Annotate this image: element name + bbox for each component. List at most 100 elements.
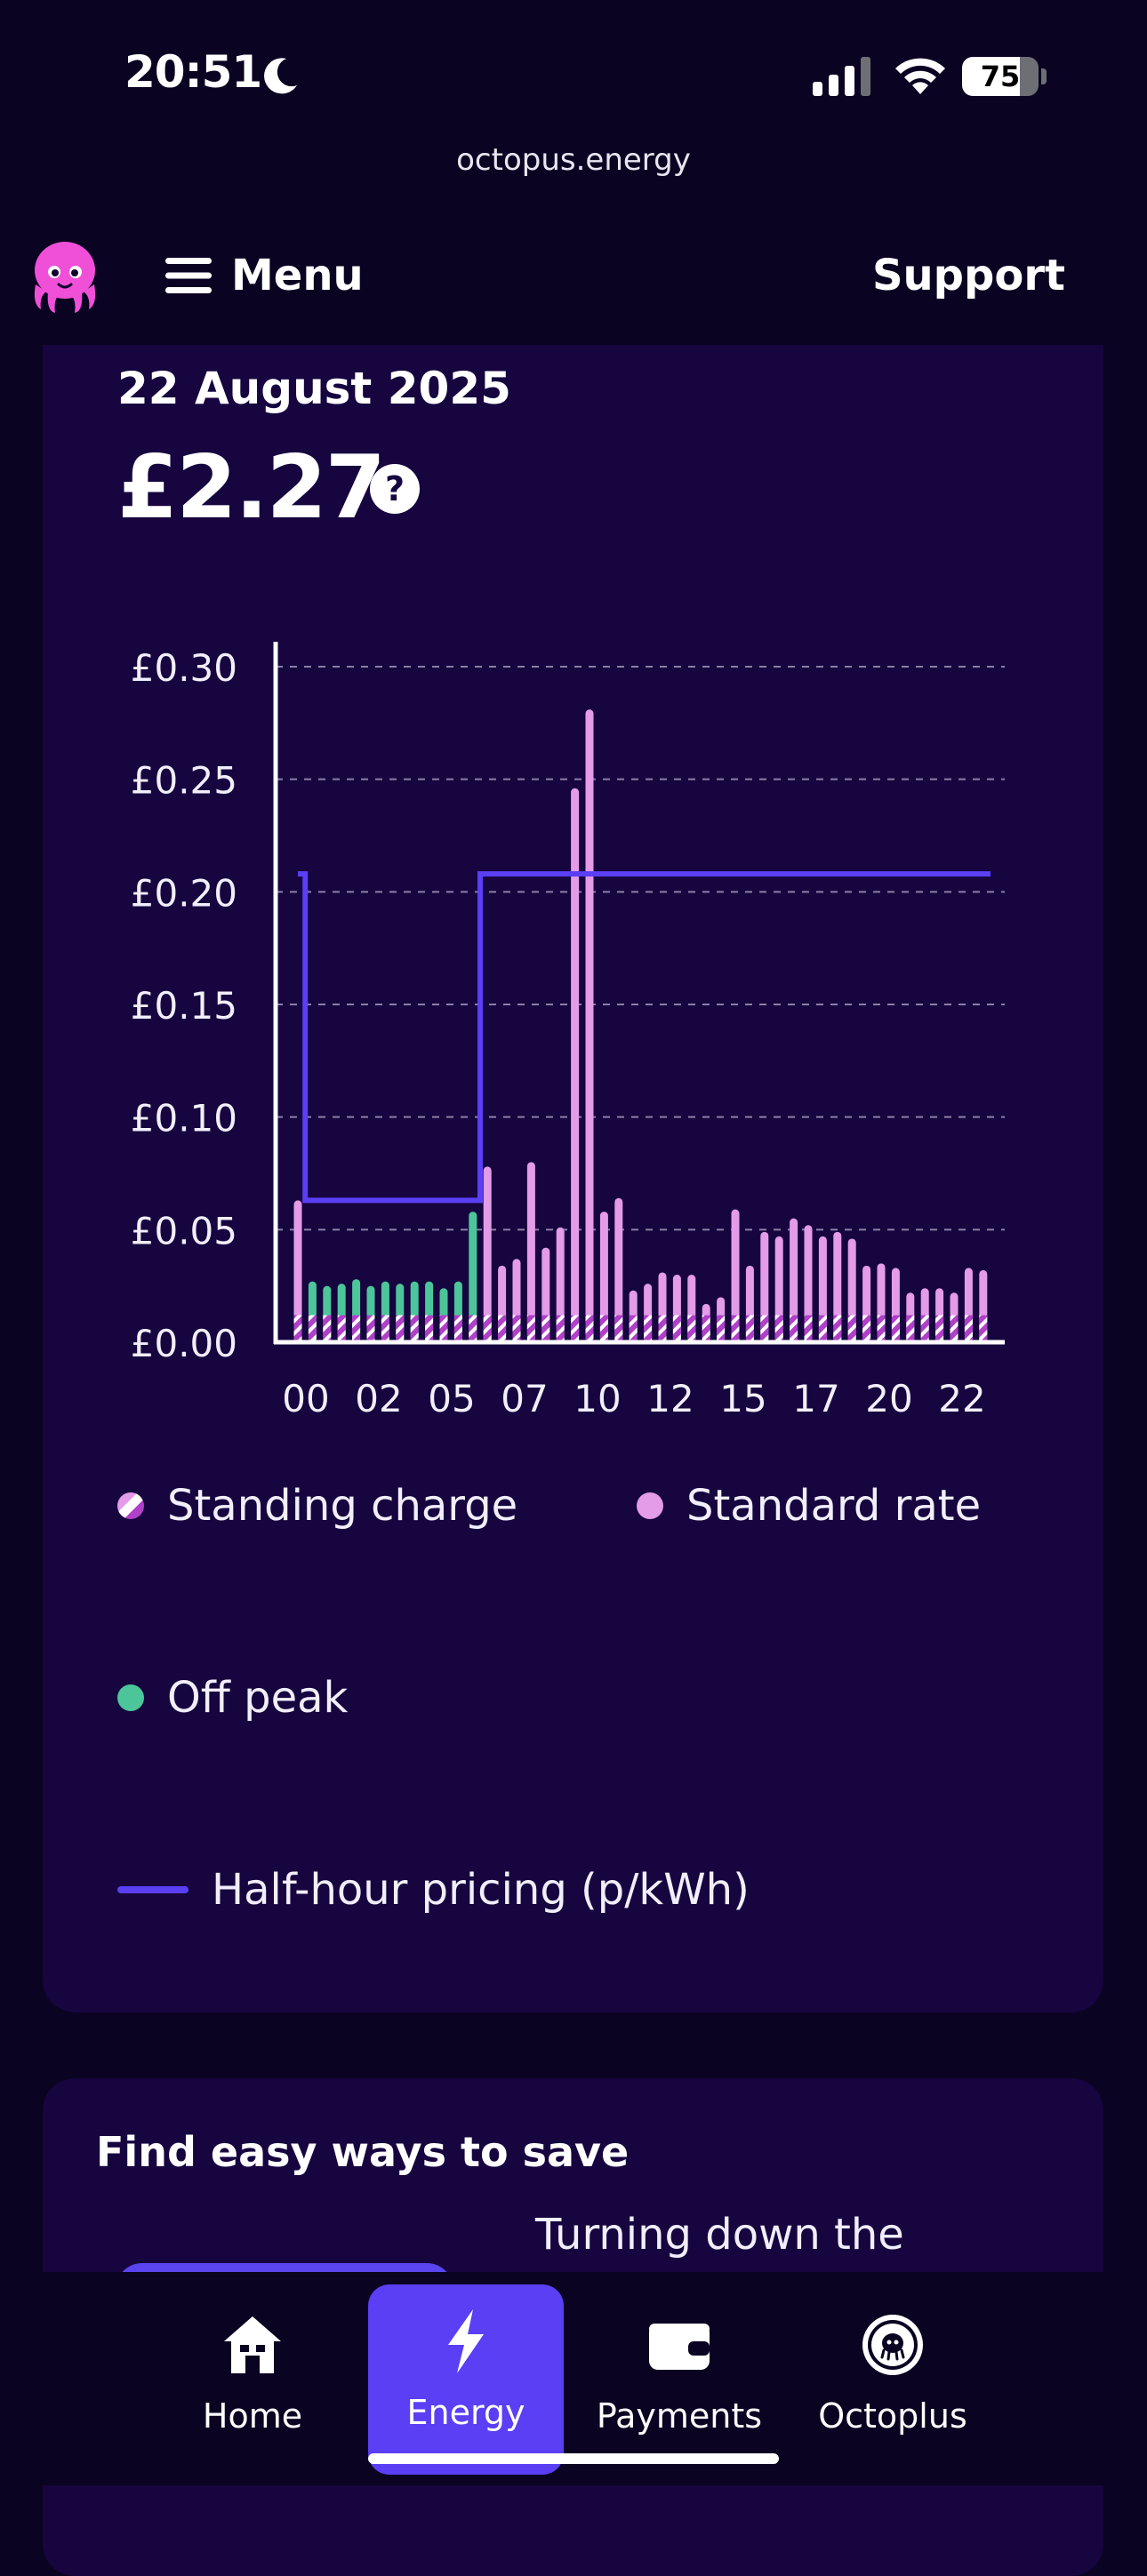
battery-indicator: 75	[962, 57, 1047, 98]
moon-icon	[264, 58, 297, 94]
legend-standing-label: Standing charge	[167, 1481, 518, 1531]
standing-charge-bar	[585, 1315, 594, 1342]
home-icon	[224, 2316, 281, 2373]
lightning-icon	[448, 2309, 484, 2373]
standing-charge-bar	[672, 1315, 681, 1342]
standing-charge-bar	[512, 1315, 521, 1342]
standing-charge-bar	[469, 1315, 477, 1342]
usage-bar	[526, 1162, 535, 1342]
standing-charge-bar	[498, 1315, 507, 1342]
standing-charge-bar	[308, 1315, 317, 1342]
usage-bar	[731, 1209, 740, 1342]
x-tick-label: 02	[355, 1377, 402, 1420]
standing-charge-bar	[818, 1315, 827, 1342]
standing-charge-bar	[614, 1315, 623, 1342]
nav-energy-label: Energy	[406, 2393, 525, 2432]
x-tick-label: 10	[574, 1377, 621, 1420]
standing-charge-bar	[774, 1315, 783, 1342]
savings-tip-text: Turning down the	[535, 2210, 904, 2260]
hamburger-icon	[165, 258, 212, 293]
standing-charge-bar	[745, 1315, 754, 1342]
standing-charge-bar	[556, 1315, 565, 1342]
standing-charge-bar	[862, 1315, 871, 1342]
home-indicator	[368, 2453, 779, 2464]
menu-button[interactable]: Menu	[165, 251, 364, 300]
standing-charge-bar	[687, 1315, 696, 1342]
menu-label: Menu	[231, 251, 364, 300]
cellular-signal-icon	[813, 57, 870, 96]
legend-off-peak: Off peak	[117, 1673, 348, 1723]
standing-charge-bar	[760, 1315, 769, 1342]
standing-charge-bar	[425, 1315, 434, 1342]
legend-standard-label: Standard rate	[686, 1481, 982, 1531]
standing-charge-bar	[790, 1315, 798, 1342]
standing-charge-swatch	[117, 1492, 144, 1519]
y-tick-label: £0.10	[131, 1097, 237, 1140]
standing-charge-bar	[702, 1315, 710, 1342]
y-tick-label: £0.15	[131, 984, 237, 1028]
usage-bar	[804, 1225, 813, 1342]
standard-rate-swatch	[637, 1492, 663, 1519]
standing-charge-bar	[979, 1315, 988, 1342]
standing-charge-bar	[483, 1315, 492, 1342]
usage-bar	[483, 1166, 492, 1342]
standing-charge-bar	[731, 1315, 740, 1342]
standing-charge-bar	[964, 1315, 973, 1342]
usage-bar	[790, 1218, 798, 1342]
usage-total-cost: £2.27	[117, 437, 386, 539]
nav-octoplus[interactable]: Octoplus	[795, 2288, 991, 2475]
battery-percentage: 75	[980, 60, 1021, 93]
x-tick-label: 17	[792, 1377, 839, 1420]
off-peak-swatch	[117, 1684, 144, 1711]
usage-bar	[571, 788, 580, 1342]
y-tick-label: £0.25	[131, 759, 237, 803]
standing-charge-bar	[833, 1315, 842, 1342]
x-tick-label: 15	[719, 1377, 766, 1420]
y-tick-label: £0.05	[131, 1209, 237, 1252]
standing-charge-bar	[847, 1315, 856, 1342]
nav-home[interactable]: Home	[155, 2288, 350, 2475]
support-link[interactable]: Support	[871, 251, 1065, 300]
usage-bar	[585, 709, 594, 1342]
standing-charge-bar	[526, 1315, 535, 1342]
usage-bar	[614, 1197, 623, 1342]
octopus-logo-icon[interactable]	[28, 238, 101, 315]
x-tick-label: 12	[646, 1377, 694, 1420]
usage-bar	[556, 1227, 565, 1342]
browser-url[interactable]: octopus.energy	[456, 142, 691, 178]
usage-bar	[599, 1212, 608, 1342]
nav-octoplus-label: Octoplus	[818, 2396, 967, 2436]
standing-charge-bar	[439, 1315, 448, 1342]
standing-charge-bar	[920, 1315, 929, 1342]
status-time: 20:51	[124, 46, 262, 98]
x-tick-label: 22	[938, 1377, 985, 1420]
x-tick-label: 20	[865, 1377, 912, 1420]
standing-charge-bar	[906, 1315, 915, 1342]
nav-home-label: Home	[202, 2396, 303, 2436]
pricing-line-swatch	[117, 1886, 188, 1893]
usage-bar	[293, 1200, 302, 1342]
standing-charge-bar	[381, 1315, 389, 1342]
standing-charge-bar	[877, 1315, 886, 1342]
standing-charge-bar	[323, 1315, 332, 1342]
standing-charge-bar	[935, 1315, 944, 1342]
half-hour-pricing-line	[298, 871, 991, 1204]
legend-standing-charge: Standing charge	[117, 1481, 517, 1531]
help-icon[interactable]: ?	[370, 464, 420, 514]
nav-payments-label: Payments	[596, 2396, 763, 2436]
standing-charge-bar	[717, 1315, 726, 1342]
standing-charge-bar	[352, 1315, 361, 1342]
legend-standard-rate: Standard rate	[637, 1481, 981, 1531]
y-tick-label: £0.00	[131, 1322, 237, 1365]
savings-title: Find easy ways to save	[96, 2128, 630, 2176]
usage-bar	[469, 1212, 477, 1342]
nav-payments[interactable]: Payments	[582, 2288, 777, 2475]
cost-chart: £0.00 £0.05 £0.10 £0.15 £0.20 £0.25 £0.30 00 02…	[131, 642, 1005, 1420]
legend-offpeak-label: Off peak	[167, 1673, 349, 1723]
usage-bar	[760, 1231, 769, 1342]
standing-charge-bar	[629, 1315, 638, 1342]
nav-energy[interactable]: Energy	[368, 2284, 564, 2475]
standing-charge-bar	[599, 1315, 608, 1342]
standing-charge-bar	[644, 1315, 653, 1342]
x-tick-label: 05	[428, 1377, 475, 1420]
